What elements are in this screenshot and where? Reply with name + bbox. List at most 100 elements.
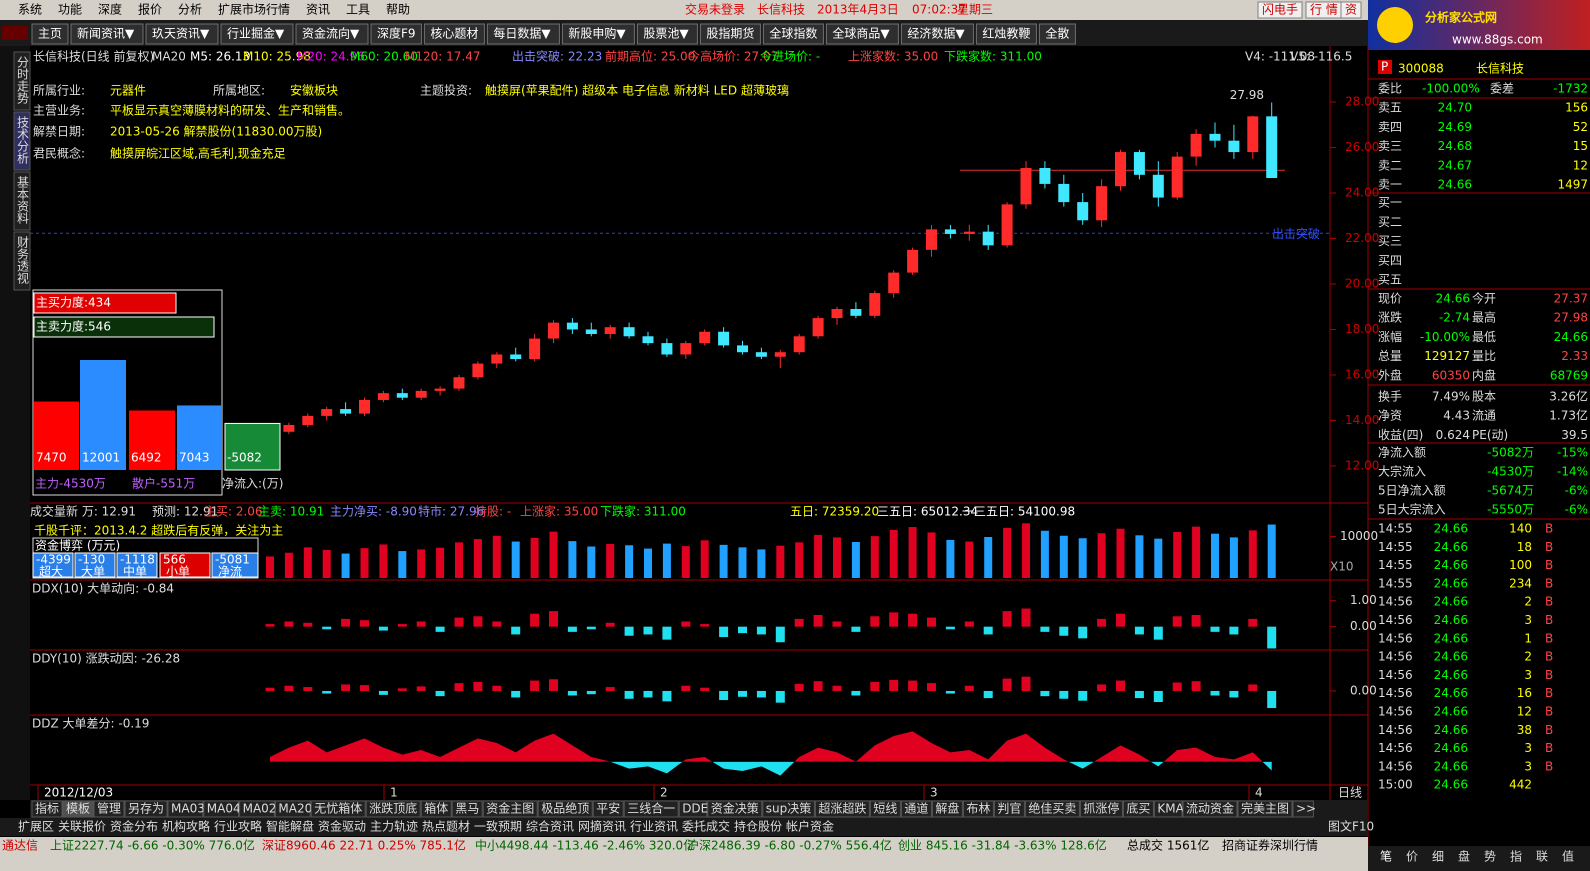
tab[interactable]: 底买 [1126, 801, 1150, 816]
volume-bar [776, 545, 785, 578]
indicator-bar [322, 626, 332, 630]
tab[interactable]: 三线合一 [627, 801, 675, 816]
quote-tab[interactable]: 细 [1432, 850, 1444, 864]
toolbar-button[interactable]: 全球指数 [769, 26, 817, 41]
side-tab[interactable]: 分时走势 [16, 56, 30, 104]
tab[interactable]: >> [1296, 802, 1316, 816]
menu-item[interactable]: 工具 [346, 3, 370, 17]
toolbar-button[interactable]: 股指期货 [706, 26, 754, 41]
tab[interactable]: MA04 [207, 802, 241, 816]
tab[interactable]: 判官 [997, 801, 1021, 816]
menu-item[interactable]: 资讯 [306, 3, 330, 17]
indicator-bar [303, 687, 313, 691]
toolbar-button[interactable]: 新闻资讯▼ [77, 26, 135, 41]
tab[interactable]: 箱体 [424, 801, 448, 816]
indicator-bar [511, 626, 521, 635]
tab[interactable]: 布林 [966, 802, 990, 816]
toolbar-button[interactable]: 经济数据▼ [907, 26, 965, 41]
tab[interactable]: 解盘 [935, 801, 959, 816]
toolbar-button[interactable]: 行业掘金▼ [227, 26, 285, 41]
toolbar-button[interactable]: 核心题材 [430, 27, 478, 41]
toolbar-button[interactable]: 玖天资讯▼ [152, 27, 210, 41]
tick-price: 24.66 [1434, 759, 1468, 773]
menu-item[interactable]: 分析 [178, 3, 202, 17]
tab[interactable]: DDE [682, 802, 708, 816]
tab[interactable]: 一致预期 [474, 820, 522, 834]
tab[interactable]: 绝佳买卖 [1028, 801, 1076, 816]
quote-tab[interactable]: 价 [1406, 850, 1418, 864]
tick-volume: 12 [1517, 705, 1532, 719]
quote-tab[interactable]: 指 [1510, 849, 1522, 864]
toolbar-button[interactable]: 红烛教鞭 [982, 26, 1030, 41]
tab[interactable]: 资金分布 [110, 819, 158, 834]
tab[interactable]: 智能解盘 [266, 819, 314, 834]
tab[interactable]: 网摘资讯 [578, 819, 626, 834]
toolbar-button[interactable]: 全散 [1045, 26, 1069, 41]
toolbar-button[interactable]: 每日数据▼ [493, 26, 551, 41]
tab[interactable]: MA20 [278, 802, 312, 816]
tab[interactable]: 资金主图 [486, 801, 534, 816]
toolbar-button[interactable]: 主页 [38, 27, 62, 41]
tab[interactable]: 通道 [904, 802, 928, 816]
tab[interactable]: 平安 [596, 801, 620, 816]
toolbar-button[interactable]: 新股申购▼ [568, 26, 626, 41]
tab[interactable]: 模板 [66, 802, 90, 816]
info-text: 所属地区: [213, 84, 265, 98]
tab[interactable]: 超涨超跌 [818, 801, 866, 816]
menu-item[interactable]: 报价 [138, 2, 162, 17]
menu-item[interactable]: 功能 [58, 3, 82, 17]
menu-item[interactable]: 帮助 [386, 3, 410, 17]
indicator-bar [1116, 680, 1125, 691]
side-tab[interactable]: 财务透视 [16, 236, 30, 284]
tab[interactable]: 关联报价 [58, 819, 106, 834]
tab[interactable]: 短线 [873, 802, 897, 816]
tab[interactable]: 涨跌顶底 [369, 801, 417, 816]
candle-body [869, 293, 881, 316]
tab[interactable]: 极品绝顶 [541, 801, 589, 816]
top-button[interactable]: 行 情 [1310, 3, 1338, 17]
tab[interactable]: 资金驱动 [318, 819, 366, 834]
toolbar-button[interactable]: 资金流向▼ [302, 26, 360, 41]
toolbar-button[interactable]: 深度F9 [377, 26, 416, 41]
tab[interactable]: MA03 [171, 802, 205, 816]
tab[interactable]: 指标 [35, 801, 59, 816]
tab[interactable]: 资金决策 [711, 801, 759, 816]
side-tab[interactable]: 基本资料 [16, 176, 30, 224]
toolbar-button[interactable]: 股票池▼ [643, 27, 689, 41]
tab[interactable]: 机构攻略 [162, 819, 210, 834]
quote-tab[interactable]: 值 [1562, 849, 1574, 864]
tab[interactable]: 另存为 [128, 802, 164, 816]
top-button[interactable]: 闪电手 [1262, 3, 1298, 17]
menu-item[interactable]: 系统 [18, 3, 42, 17]
tab[interactable]: 完美主图 [1241, 801, 1289, 816]
tab[interactable]: 流动资金 [1186, 801, 1234, 816]
tab[interactable]: 扩展区 [18, 820, 54, 834]
tab[interactable]: 行业攻略 [214, 819, 262, 834]
menu-item[interactable]: 扩展市场行情 [218, 2, 290, 17]
indicator-bar [1153, 626, 1163, 640]
quote-tab[interactable]: 盘 [1458, 849, 1470, 864]
tab[interactable]: 主力轨迹 [370, 820, 418, 834]
menu-item[interactable]: 深度 [98, 2, 122, 17]
side-tab-bg [13, 231, 31, 291]
tab[interactable]: sup决策 [766, 802, 811, 816]
tab[interactable]: KMA [1157, 802, 1184, 816]
tab[interactable]: 行业资讯 [630, 820, 678, 834]
tab[interactable]: 黑马 [455, 802, 479, 816]
tab[interactable]: 帐户资金 [786, 819, 834, 834]
quote-tab[interactable]: 笔 [1380, 849, 1392, 864]
tab[interactable]: 委托成交 [682, 819, 730, 834]
quote-tab[interactable]: 联 [1536, 850, 1548, 864]
top-button[interactable]: 资 [1345, 3, 1357, 17]
tab[interactable]: 热点题材 [422, 820, 470, 834]
toolbar-button[interactable]: 全球商品▼ [832, 26, 890, 41]
tab[interactable]: 无忧箱体 [314, 801, 362, 816]
tab[interactable]: 综合资讯 [526, 819, 574, 834]
tab[interactable]: MA02 [243, 802, 277, 816]
quote-tab[interactable]: 势 [1484, 850, 1496, 864]
tab[interactable]: 管理 [97, 801, 121, 816]
side-tab[interactable]: 技术分析 [16, 116, 30, 165]
tab[interactable]: 图文F10 [1328, 819, 1374, 834]
tab[interactable]: 持仓股份 [734, 819, 782, 834]
tab[interactable]: 抓涨停 [1083, 801, 1119, 816]
